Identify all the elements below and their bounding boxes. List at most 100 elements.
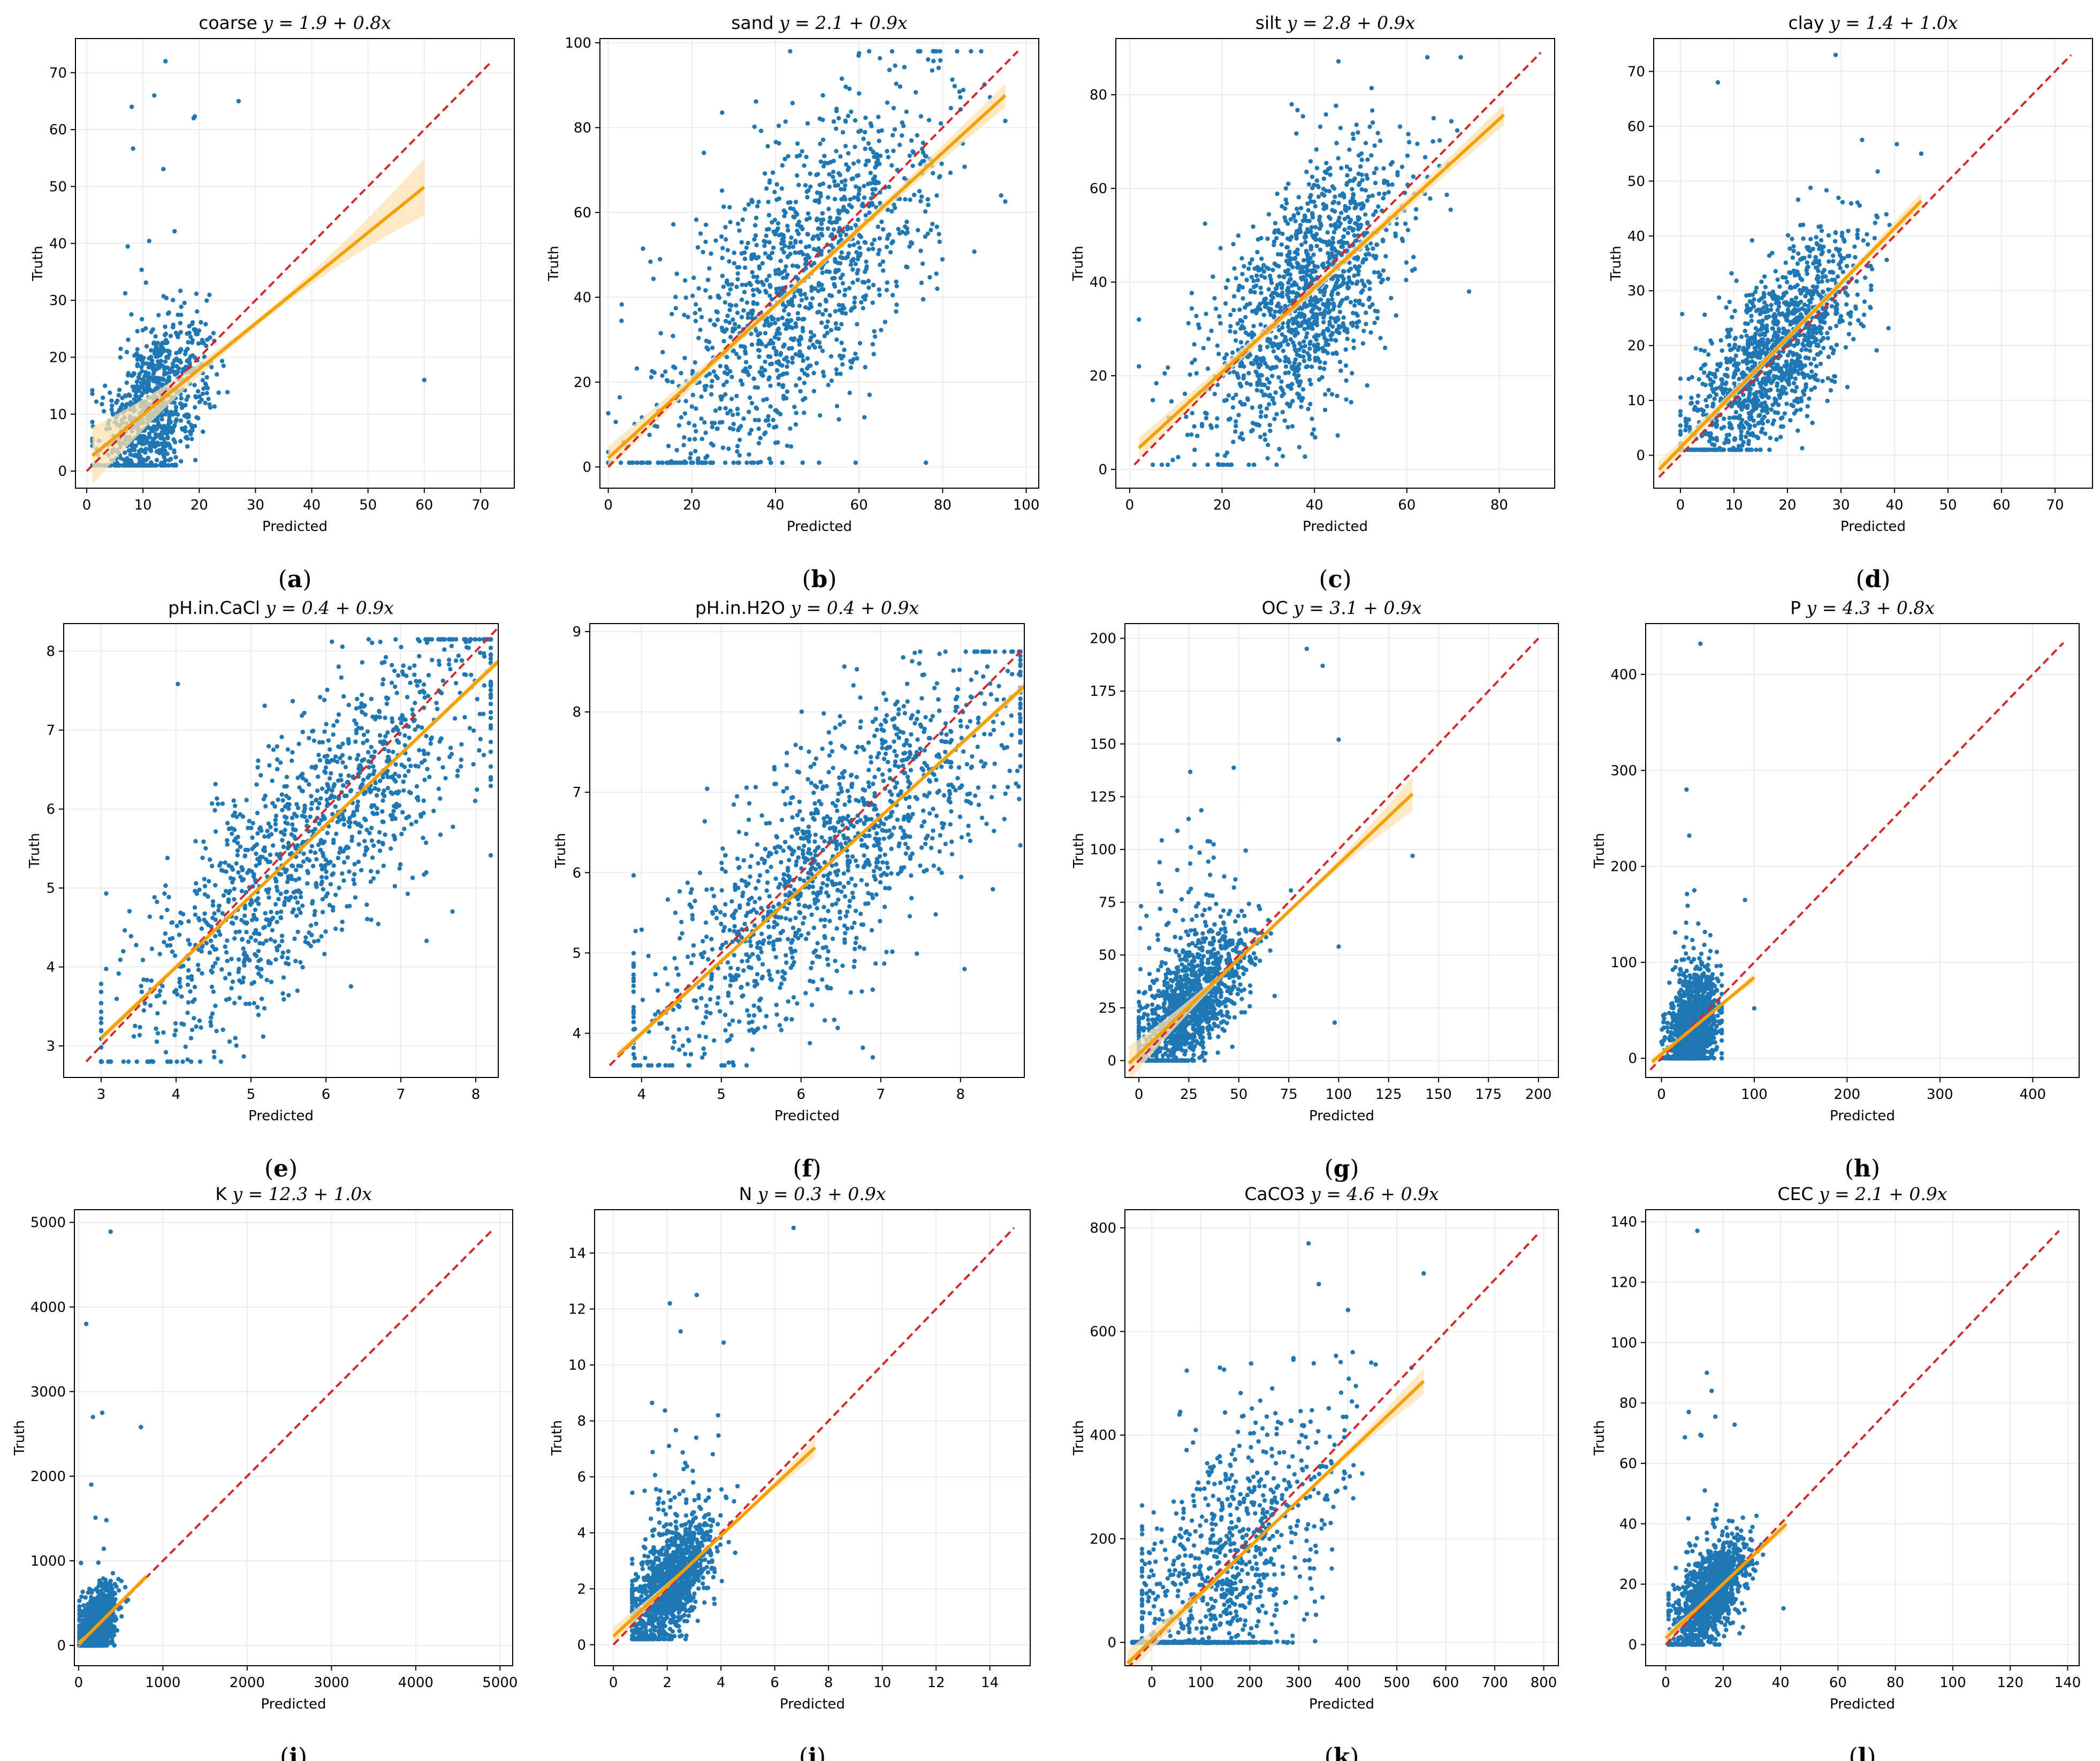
data-point bbox=[734, 284, 739, 290]
identity-line bbox=[1658, 54, 2072, 478]
data-point bbox=[795, 141, 800, 146]
data-point bbox=[204, 375, 209, 380]
data-point bbox=[1819, 246, 1824, 251]
data-point bbox=[856, 254, 861, 259]
data-point bbox=[766, 414, 771, 419]
data-point bbox=[1329, 297, 1335, 302]
data-point bbox=[1269, 299, 1274, 303]
data-point bbox=[1756, 319, 1761, 324]
data-point bbox=[201, 429, 206, 434]
data-point bbox=[1815, 284, 1820, 290]
data-point bbox=[1258, 435, 1263, 439]
data-point bbox=[1784, 371, 1789, 376]
data-point bbox=[731, 422, 736, 427]
data-point bbox=[658, 331, 663, 336]
data-point bbox=[1765, 337, 1770, 343]
data-point bbox=[877, 287, 881, 292]
data-point bbox=[840, 272, 845, 277]
data-point bbox=[1292, 372, 1297, 377]
data-point bbox=[1791, 381, 1797, 386]
data-point bbox=[756, 255, 761, 260]
data-point bbox=[721, 284, 726, 289]
data-point bbox=[1188, 372, 1192, 377]
data-point bbox=[1261, 263, 1266, 268]
data-point bbox=[890, 133, 895, 138]
data-point bbox=[1254, 273, 1259, 278]
data-point bbox=[1816, 342, 1821, 347]
data-point bbox=[1725, 335, 1730, 339]
data-point bbox=[143, 280, 148, 285]
data-point bbox=[840, 310, 845, 315]
data-point bbox=[1829, 378, 1834, 383]
data-point bbox=[1284, 338, 1289, 343]
data-point bbox=[764, 397, 769, 401]
data-point bbox=[1382, 180, 1387, 185]
data-point bbox=[816, 246, 821, 251]
data-point bbox=[173, 408, 178, 413]
data-point bbox=[1328, 165, 1333, 171]
data-point bbox=[1262, 361, 1268, 366]
data-point bbox=[1376, 204, 1381, 209]
identity-line bbox=[1133, 51, 1542, 466]
data-point bbox=[1310, 326, 1315, 331]
data-point bbox=[701, 249, 705, 255]
data-point bbox=[163, 324, 168, 329]
data-point bbox=[1746, 442, 1751, 446]
data-point bbox=[1370, 120, 1375, 125]
data-point bbox=[1295, 108, 1300, 112]
data-point bbox=[1190, 411, 1194, 415]
data-point bbox=[1839, 233, 1844, 239]
data-point bbox=[827, 184, 832, 189]
data-point bbox=[1250, 428, 1255, 432]
data-point bbox=[1314, 305, 1319, 309]
data-point bbox=[838, 371, 843, 376]
data-point bbox=[1285, 424, 1290, 430]
data-point bbox=[1746, 338, 1751, 343]
data-point bbox=[1764, 329, 1769, 334]
data-point bbox=[154, 463, 159, 468]
data-point bbox=[811, 247, 817, 252]
data-point bbox=[1771, 343, 1777, 348]
data-point bbox=[1340, 241, 1345, 246]
data-point bbox=[648, 259, 653, 264]
data-point bbox=[789, 336, 794, 341]
y-tick-label: 40 bbox=[49, 236, 67, 252]
data-point bbox=[1275, 252, 1281, 257]
data-point bbox=[1745, 361, 1749, 366]
data-point bbox=[793, 200, 798, 204]
data-point bbox=[1257, 377, 1262, 382]
data-point bbox=[815, 339, 820, 344]
data-point bbox=[855, 322, 859, 327]
data-point bbox=[1330, 236, 1335, 241]
data-point bbox=[735, 310, 740, 315]
data-point bbox=[1299, 405, 1304, 409]
data-point bbox=[859, 300, 864, 305]
data-point bbox=[151, 340, 156, 345]
data-point bbox=[1722, 416, 1726, 421]
data-point bbox=[851, 257, 856, 263]
data-point bbox=[1337, 359, 1343, 365]
data-point bbox=[1307, 302, 1313, 307]
data-point bbox=[909, 240, 914, 245]
data-point bbox=[1346, 225, 1352, 230]
data-point bbox=[1272, 239, 1277, 244]
data-point bbox=[699, 315, 704, 320]
data-point bbox=[1241, 296, 1245, 301]
data-point bbox=[161, 436, 166, 441]
data-point bbox=[736, 355, 742, 360]
data-point bbox=[836, 116, 841, 120]
data-point bbox=[924, 154, 929, 159]
data-point bbox=[1810, 292, 1816, 297]
data-point bbox=[170, 365, 175, 369]
data-point bbox=[1437, 138, 1442, 143]
data-point bbox=[1749, 318, 1754, 323]
data-point bbox=[783, 119, 788, 124]
data-point bbox=[1737, 423, 1741, 428]
data-point bbox=[1745, 366, 1751, 371]
data-point bbox=[1747, 299, 1752, 304]
data-point bbox=[1185, 432, 1190, 437]
data-point bbox=[1919, 151, 1924, 156]
data-point bbox=[1840, 269, 1846, 275]
data-point bbox=[148, 463, 153, 468]
